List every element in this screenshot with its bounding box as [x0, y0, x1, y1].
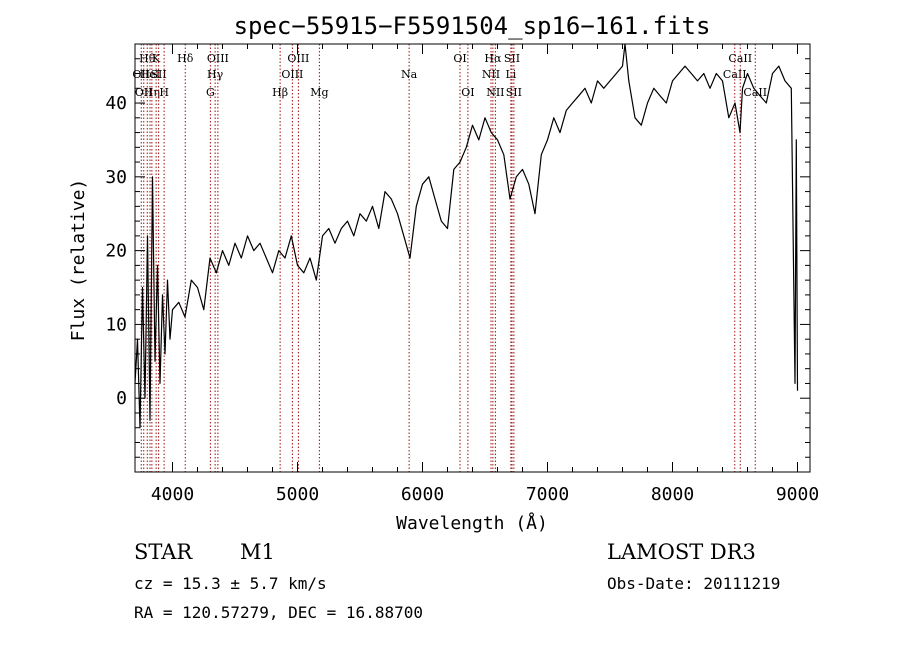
marker-label: K	[152, 52, 161, 65]
marker-label: H	[159, 86, 169, 99]
y-tick-label: 30	[105, 167, 127, 188]
chart-title: spec−55915−F5591504_sp16−161.fits	[234, 12, 711, 40]
marker-label: OII	[132, 68, 150, 81]
marker-label: Na	[401, 68, 418, 81]
marker-label: OI	[461, 86, 474, 99]
marker-label: Hδ	[177, 52, 194, 65]
marker-label: SII	[151, 68, 167, 81]
marker-label: Hη	[144, 86, 160, 99]
marker-label: CaII	[743, 86, 767, 99]
marker-label: SII	[504, 52, 520, 65]
x-axis-label: Wavelength (Å)	[396, 512, 548, 534]
x-tick-label: 7000	[526, 484, 569, 505]
marker-label: Mg	[310, 86, 328, 99]
y-tick-label: 20	[105, 241, 127, 262]
flux-series	[134, 43, 799, 429]
line-markers: OIIOIIHθHeIHηKSIIHHδGHγOIIIHβOIIIOIIIMgN…	[132, 44, 767, 472]
axes: 4000 5000 6000 7000 8000 9000 0 10 20 30 40	[105, 43, 819, 505]
x-tick-label: 4000	[151, 484, 194, 505]
x-tick-label: 8000	[651, 484, 694, 505]
object-type: STAR	[134, 540, 193, 564]
marker-label: NII	[482, 68, 500, 81]
marker-label: CaII	[723, 68, 747, 81]
y-tick-label: 10	[105, 314, 127, 335]
marker-label: Hα	[484, 52, 502, 65]
y-tick-label: 0	[116, 388, 127, 409]
y-tick-label: 40	[105, 93, 127, 114]
marker-label: OIII	[207, 52, 229, 65]
y-axis-label: Flux (relative)	[68, 179, 89, 342]
marker-label: OII	[135, 86, 153, 99]
x-tick-label: 5000	[276, 484, 319, 505]
marker-label: Hβ	[272, 86, 288, 99]
marker-label: CaII	[728, 52, 752, 65]
flux-line	[134, 43, 799, 429]
marker-label: OI	[453, 52, 466, 65]
survey-name: LAMOST DR3	[607, 540, 756, 564]
marker-label: OIII	[287, 52, 309, 65]
plot-frame	[134, 43, 811, 473]
x-tick-label: 9000	[776, 484, 819, 505]
marker-label: HeI	[140, 68, 160, 81]
coordinates: RA = 120.57279, DEC = 16.88700	[134, 603, 423, 622]
marker-label: Li	[505, 68, 516, 81]
marker-label: SII	[506, 86, 522, 99]
marker-label: Hγ	[207, 68, 224, 81]
marker-label: OIII	[281, 68, 303, 81]
x-tick-label: 6000	[401, 484, 444, 505]
redshift-value: cz = 15.3 ± 5.7 km/s	[134, 574, 327, 593]
obs-date: Obs-Date: 20111219	[607, 574, 781, 593]
marker-label: G	[206, 86, 215, 99]
marker-label: NII	[486, 86, 504, 99]
object-subclass: M1	[240, 540, 275, 564]
